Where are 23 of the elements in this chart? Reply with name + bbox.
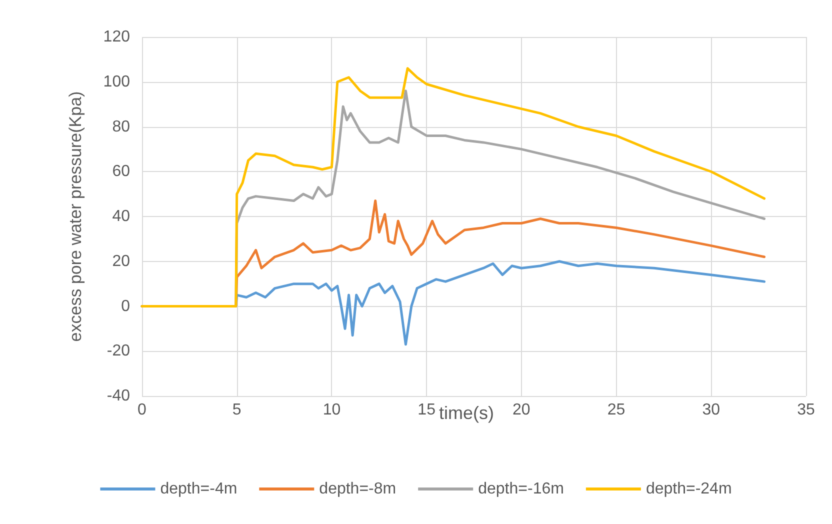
x-tick-label: 5	[232, 402, 242, 418]
y-tick-label: 100	[103, 73, 130, 90]
x-tick-label: 15	[418, 402, 436, 418]
x-tick-label: 30	[702, 402, 720, 418]
legend-label: depth=-8m	[319, 480, 396, 498]
y-tick-label: 60	[112, 163, 130, 180]
y-axis-title: excess pore water pressure(Kpa)	[66, 91, 85, 342]
y-tick-label: -20	[106, 342, 130, 360]
legend-label: depth=-24m	[646, 480, 732, 498]
legend-label: depth=-16m	[478, 480, 564, 498]
y-tick-label: 120	[103, 28, 130, 46]
y-tick-label: 40	[112, 208, 130, 225]
y-tick-label: 20	[112, 252, 130, 270]
x-tick-label: 10	[322, 402, 341, 418]
x-tick-label: 25	[607, 402, 626, 418]
y-tick-label: -40	[106, 388, 130, 404]
x-tick-label: 0	[138, 402, 147, 418]
y-tick-label: 80	[112, 118, 130, 136]
x-tick-label: 20	[512, 402, 530, 418]
legend-label: depth=-4m	[160, 480, 238, 498]
x-axis-title: time(s)	[439, 403, 494, 423]
x-tick-label: 35	[797, 402, 815, 418]
y-tick-label: 0	[121, 298, 130, 315]
